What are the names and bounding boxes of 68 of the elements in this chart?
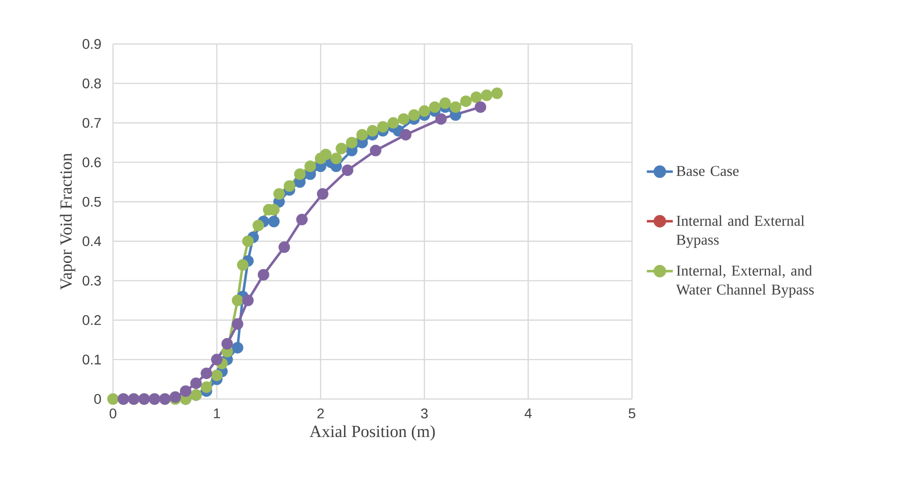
point <box>377 121 389 133</box>
point <box>294 168 306 180</box>
point <box>388 117 400 129</box>
y-tick-label: 0.5 <box>82 196 101 207</box>
point <box>278 241 290 253</box>
point <box>491 88 503 100</box>
y-tick-label: 0.2 <box>82 315 101 326</box>
point <box>107 393 119 405</box>
point <box>180 385 192 397</box>
x-tick-label: 3 <box>421 408 428 418</box>
point <box>400 128 412 140</box>
point <box>342 164 354 176</box>
point <box>268 216 280 228</box>
x-tick-label: 5 <box>628 408 636 418</box>
x-axis-title: Axial Position (m) <box>310 425 435 441</box>
legend-label: Internal and External Bypass <box>676 215 804 248</box>
point <box>470 92 482 103</box>
point <box>304 160 316 172</box>
point <box>316 188 328 200</box>
point <box>190 377 202 389</box>
point <box>242 294 254 306</box>
y-tick-label: 0.7 <box>82 118 101 128</box>
point <box>429 101 441 113</box>
point <box>336 142 348 154</box>
point <box>221 338 233 350</box>
point <box>460 95 472 107</box>
point <box>200 368 212 380</box>
point <box>474 101 486 113</box>
x-tick-label: 0 <box>110 408 116 418</box>
x-tick-label: 2 <box>317 408 324 418</box>
point <box>273 188 285 200</box>
point <box>232 318 244 330</box>
point <box>258 269 270 280</box>
point <box>435 113 447 125</box>
y-tick-label: 0.9 <box>82 39 101 49</box>
point <box>211 354 223 366</box>
point <box>418 105 430 117</box>
point <box>366 125 378 137</box>
y-axis-title: Vapor Void Fraction <box>60 153 76 290</box>
x-tick-label: 1 <box>214 408 220 418</box>
point <box>480 90 492 102</box>
point <box>237 259 248 271</box>
y-tick-label: 0 <box>94 394 101 404</box>
point <box>296 214 308 226</box>
point <box>439 97 451 109</box>
legend-label: Base Case <box>676 166 739 176</box>
point <box>232 294 244 306</box>
point <box>346 136 358 148</box>
y-tick-label: 0.6 <box>82 157 101 168</box>
point <box>320 148 332 160</box>
y-tick-label: 0.4 <box>82 236 102 246</box>
point <box>356 128 368 140</box>
point <box>370 144 382 156</box>
point <box>398 113 410 125</box>
point <box>408 109 420 121</box>
point <box>211 370 223 382</box>
x-tick-label: 4 <box>524 408 532 418</box>
y-tick-label: 0.3 <box>82 276 101 286</box>
y-tick-label: 0.1 <box>82 354 101 364</box>
point <box>242 235 254 247</box>
point <box>232 342 244 354</box>
point <box>450 101 462 113</box>
point <box>330 152 342 164</box>
point <box>200 381 212 393</box>
point <box>284 180 296 192</box>
legend-label: Internal, External, and Water Channel Bypass <box>676 265 814 298</box>
point <box>252 220 264 232</box>
y-tick-label: 0.8 <box>82 78 101 88</box>
